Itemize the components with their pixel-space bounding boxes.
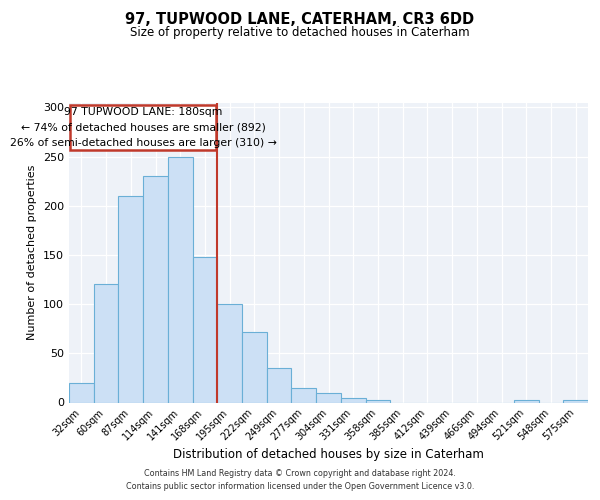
FancyBboxPatch shape [70, 106, 216, 150]
Bar [365, 400, 390, 402]
Bar [69, 383, 94, 402]
Y-axis label: Number of detached properties: Number of detached properties [28, 165, 37, 340]
Bar [341, 398, 365, 402]
Bar [242, 332, 267, 402]
Bar [316, 392, 341, 402]
Bar [217, 304, 242, 402]
Bar [563, 400, 588, 402]
Bar [143, 176, 168, 402]
Bar [168, 156, 193, 402]
Text: 97, TUPWOOD LANE, CATERHAM, CR3 6DD: 97, TUPWOOD LANE, CATERHAM, CR3 6DD [125, 12, 475, 28]
Bar [118, 196, 143, 402]
X-axis label: Distribution of detached houses by size in Caterham: Distribution of detached houses by size … [173, 448, 484, 461]
Text: 97 TUPWOOD LANE: 180sqm
← 74% of detached houses are smaller (892)
26% of semi-d: 97 TUPWOOD LANE: 180sqm ← 74% of detache… [10, 108, 277, 148]
Bar [94, 284, 118, 403]
Bar [514, 400, 539, 402]
Bar [292, 388, 316, 402]
Bar [193, 257, 217, 402]
Text: Contains HM Land Registry data © Crown copyright and database right 2024.
Contai: Contains HM Land Registry data © Crown c… [126, 470, 474, 491]
Text: Size of property relative to detached houses in Caterham: Size of property relative to detached ho… [130, 26, 470, 39]
Bar [267, 368, 292, 402]
